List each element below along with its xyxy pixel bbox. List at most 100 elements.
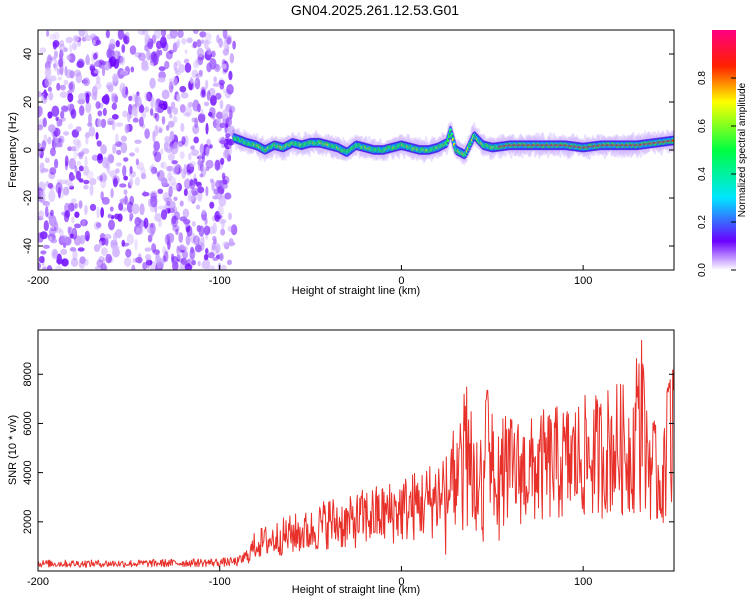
spectrogram-noise-blob	[83, 184, 89, 190]
spectrogram-noise-blob	[101, 196, 110, 205]
spectrogram-noise-blob	[72, 159, 76, 165]
spectrogram-noise-blob	[48, 190, 56, 203]
spectrogram-noise-blob	[106, 48, 113, 59]
spectrogram-noise-blob	[171, 182, 179, 191]
spectrogram-noise-blob	[180, 122, 185, 133]
spectrogram-noise-blob	[74, 202, 78, 209]
spectrogram-noise-blob	[149, 60, 155, 66]
spectrogram-noise-blob	[153, 112, 158, 119]
spectrogram-noise-blob	[141, 111, 147, 119]
spectrogram-noise-blob	[42, 117, 47, 128]
spectrogram-noise-blob	[201, 165, 207, 176]
spectrogram-noise-blob	[141, 30, 149, 36]
spectrogram-noise-blob	[204, 248, 209, 255]
spectrogram-y-tick-label-4: 40	[22, 48, 34, 60]
spectrogram-noise-blob	[144, 253, 152, 261]
spectrogram-noise-blob	[197, 103, 201, 113]
spectrogram-noise-blob	[191, 187, 199, 196]
spectrogram-noise-blob	[222, 108, 229, 119]
spectrogram-noise-blob	[98, 241, 102, 249]
spectrogram-noise-blob	[100, 60, 107, 66]
spectrogram-noise-blob	[144, 247, 152, 252]
spectrogram-noise-blob	[43, 93, 48, 99]
spectrogram-noise-blob	[207, 252, 215, 259]
spectrogram-noise-blob	[212, 195, 219, 200]
spectrogram-x-tick-label-3: 100	[574, 275, 592, 287]
spectrogram-noise-blob	[220, 228, 226, 236]
spectrogram-noise-blob	[129, 212, 134, 220]
spectrogram-noise-blob	[129, 178, 134, 186]
spectrogram-noise-blob	[164, 60, 170, 70]
spectrogram-noise-blob	[138, 104, 145, 113]
spectrogram-noise-blob	[189, 178, 194, 186]
spectrogram-noise-blob	[67, 103, 75, 112]
spectrogram-noise-blob	[89, 65, 96, 72]
spectrogram-noise-blob	[115, 133, 119, 145]
spectrogram-noise-blob	[144, 128, 150, 139]
spectrogram-noise-blob	[122, 110, 129, 118]
spectrogram-noise-blob	[168, 185, 173, 198]
spectrogram-noise-blob	[80, 219, 88, 227]
spectrogram-noise-blob	[158, 128, 163, 133]
spectrogram-noise-blob	[138, 116, 144, 127]
spectrogram-noise-blob	[75, 170, 82, 181]
spectrogram-noise-blob	[136, 161, 145, 171]
spectrogram-noise-blob	[162, 245, 166, 255]
spectrogram-noise-blob	[63, 47, 68, 53]
snr-x-ticks: -200 -100 0 100	[27, 566, 592, 588]
spectrogram-noise-blob	[176, 249, 182, 261]
spectrogram-noise-blob	[93, 69, 101, 74]
spectrogram-noise-blob	[100, 247, 108, 256]
spectrogram-noise-blob	[216, 34, 220, 44]
spectrogram-noise-blob	[185, 234, 191, 246]
spectrogram-noise-blob	[84, 230, 90, 242]
spectrogram-noise-blob	[72, 249, 78, 261]
spectrogram-noise-blob	[74, 165, 78, 173]
spectrogram-noise-blob	[52, 139, 56, 151]
spectrogram-noise-blob	[112, 73, 119, 83]
spectrogram-noise-blob	[186, 225, 193, 237]
spectrogram-noise-blob	[94, 81, 102, 90]
spectrogram-noise-blob	[48, 91, 54, 101]
spectrogram-noise-blob	[131, 106, 138, 116]
spectrogram-noise-blob	[85, 102, 92, 114]
spectrogram-noise-blob	[209, 144, 213, 149]
spectrogram-noise-blob	[199, 31, 207, 38]
spectrogram-noise-blob	[157, 188, 164, 195]
colorbar-tick-label-2: 0.4	[697, 167, 708, 181]
spectrogram-noise-blob	[112, 177, 118, 188]
colorbar-ticks: 0.0 0.2 0.4 0.6 0.8	[697, 71, 736, 277]
spectrogram-noise-blob	[38, 105, 43, 117]
spectrogram-noise-blob	[168, 176, 176, 186]
spectrogram-noise-blob	[84, 204, 88, 215]
spectrogram-noise-blob	[153, 140, 160, 152]
spectrogram-noise-blob	[204, 217, 208, 226]
spectrogram-noise-blob	[78, 200, 83, 209]
spectrogram-noise-blob	[100, 144, 107, 155]
spectrogram-noise-blob	[172, 206, 178, 214]
spectrogram-noise-blob	[52, 249, 58, 258]
spectrogram-noise-blob	[121, 197, 129, 206]
spectrogram-noise-blob	[89, 203, 97, 212]
spectrogram-noise-blob	[85, 136, 89, 145]
spectrogram-noise-blob	[111, 244, 120, 252]
spectrogram-noise-blob	[131, 264, 136, 270]
spectrogram-noise-blob	[104, 159, 110, 170]
spectrogram-noise-blob	[154, 124, 159, 137]
spectrogram-noise-blob	[179, 85, 187, 93]
spectrogram-noise-blob	[124, 123, 130, 134]
spectrogram-noise-blob	[78, 165, 84, 172]
spectrogram-marks	[38, 30, 674, 270]
spectrogram-noise-blob	[123, 257, 132, 267]
spectrogram-noise-blob	[181, 37, 187, 45]
spectrogram-noise-blob	[187, 101, 194, 108]
figure-title: GN04.2025.261.12.53.G01	[291, 2, 459, 18]
spectrogram-noise-blob	[129, 152, 135, 157]
spectrogram-noise-blob	[144, 34, 151, 44]
spectrogram-noise-blob	[102, 156, 109, 169]
spectrogram-noise-blob	[158, 71, 167, 80]
spectrogram-noise-blob	[119, 198, 127, 204]
spectrogram-x-tick-label-0: -200	[27, 275, 49, 287]
spectrogram-noise-blob	[196, 39, 202, 48]
spectrogram-noise-blob	[67, 123, 74, 130]
